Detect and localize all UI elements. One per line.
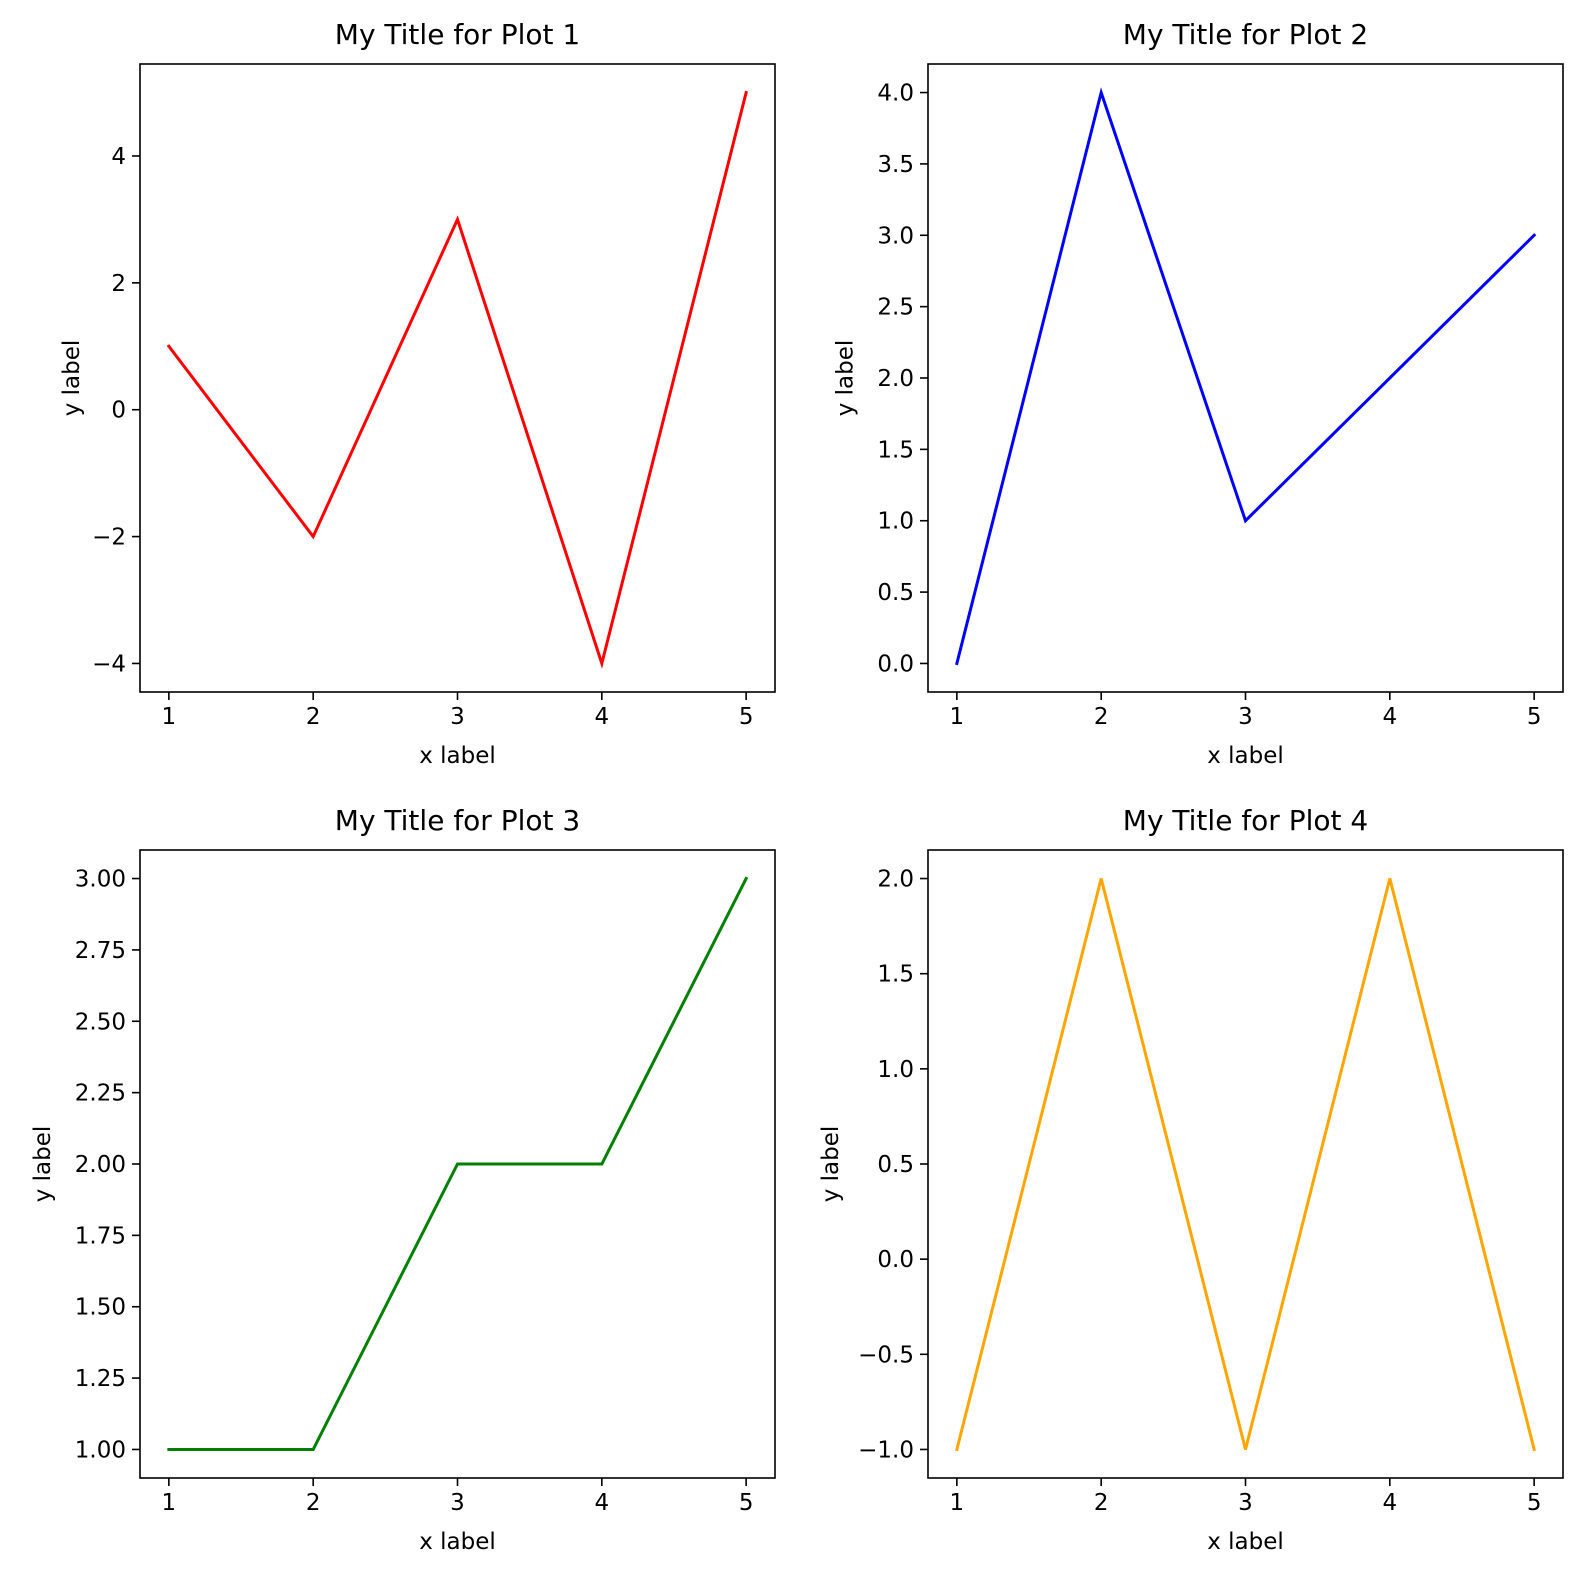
x-tick-label: 1 [950,704,965,730]
x-tick-label: 3 [450,1490,465,1516]
plot-frame [927,849,1564,1479]
y-tick-label: 0.5 [877,580,914,606]
y-tick-label: 2.5 [877,295,914,321]
y-tick-label: 4 [111,144,126,170]
x-tick-label: 2 [1094,704,1109,730]
x-axis-label: x label [419,1529,496,1555]
y-tick-label: 0.0 [877,651,914,677]
y-tick-label: 1.5 [877,437,914,463]
x-tick-label: 2 [306,1490,321,1516]
y-tick-label: 1.00 [75,1437,126,1463]
y-tick-label: 0.5 [877,1152,914,1178]
x-tick-label: 4 [594,1490,609,1516]
y-tick-label: −2 [92,525,126,551]
chart-title: My Title for Plot 1 [335,18,580,51]
y-axis-label: y label [59,340,85,417]
subplot-1: 1 2 3 4 5 −4 −2 0 2 4 My Title for Plot 1 x label y … [59,18,776,769]
y-tick-label: 3.00 [75,867,126,893]
subplot-3: 1 2 3 4 5 1.00 1.25 1.50 1.75 2.00 2.25 2.50 2.75 3.0… [30,804,776,1555]
y-tick-label: 2.50 [75,1009,126,1035]
y-tick-label: 1.25 [75,1366,126,1392]
y-tick-label: 0 [111,398,126,424]
x-axis-label: x label [419,743,496,769]
x-tick-label: 3 [1238,704,1253,730]
chart-title: My Title for Plot 4 [1123,804,1368,837]
x-tick-label: 2 [306,704,321,730]
y-tick-label: 2.0 [877,867,914,893]
x-tick-label: 4 [594,704,609,730]
y-tick-label: 1.0 [877,1057,914,1083]
x-axis-label: x label [1207,743,1284,769]
y-tick-label: 2.25 [75,1081,126,1107]
x-tick-label: 5 [1527,1490,1542,1516]
x-tick-label: 2 [1094,1490,1109,1516]
x-tick-label: 3 [1238,1490,1253,1516]
y-tick-label: 1.50 [75,1295,126,1321]
y-tick-label: −4 [92,651,126,677]
x-tick-label: 1 [162,704,177,730]
chart-title: My Title for Plot 2 [1123,18,1368,51]
x-tick-label: 1 [950,1490,965,1516]
y-tick-label: 2.00 [75,1152,126,1178]
series-line [955,878,1536,1452]
x-tick-label: 5 [1527,704,1542,730]
y-tick-label: 1.0 [877,509,914,535]
x-axis-label: x label [1207,1529,1284,1555]
series-line [955,87,1537,666]
y-axis-label: y label [30,1126,56,1203]
x-tick-label: 5 [739,704,754,730]
x-tick-label: 3 [450,704,465,730]
x-tick-label: 1 [162,1490,177,1516]
chart-title: My Title for Plot 3 [335,804,580,837]
y-axis-label: y label [833,340,859,417]
y-tick-label: 1.5 [877,962,914,988]
y-axis-label: y label [818,1126,844,1203]
y-tick-label: 4.0 [877,81,914,107]
plot-frame [139,63,776,693]
y-tick-label: 0.0 [877,1247,914,1273]
y-tick-label: 2.75 [75,938,126,964]
y-tick-label: 1.75 [75,1223,126,1249]
y-tick-label: −1.0 [858,1437,914,1463]
y-tick-label: −0.5 [858,1342,914,1368]
x-tick-label: 4 [1382,704,1397,730]
x-tick-label: 4 [1382,1490,1397,1516]
x-tick-label: 5 [739,1490,754,1516]
subplot-2: 1 2 3 4 5 0.0 0.5 1.0 1.5 2.0 2.5 3.0 3.5 4.0 My Title… [833,18,1564,769]
plot-frame [927,63,1564,693]
y-tick-label: 2 [111,271,126,297]
series-line [167,876,749,1451]
y-tick-label: 3.0 [877,223,914,249]
subplot-4: 1 2 3 4 5 −1.0 −0.5 0.0 0.5 1.0 1.5 2.0 My Title for… [818,804,1564,1555]
series-line [166,90,748,669]
y-tick-label: 2.0 [877,366,914,392]
y-tick-label: 3.5 [877,152,914,178]
